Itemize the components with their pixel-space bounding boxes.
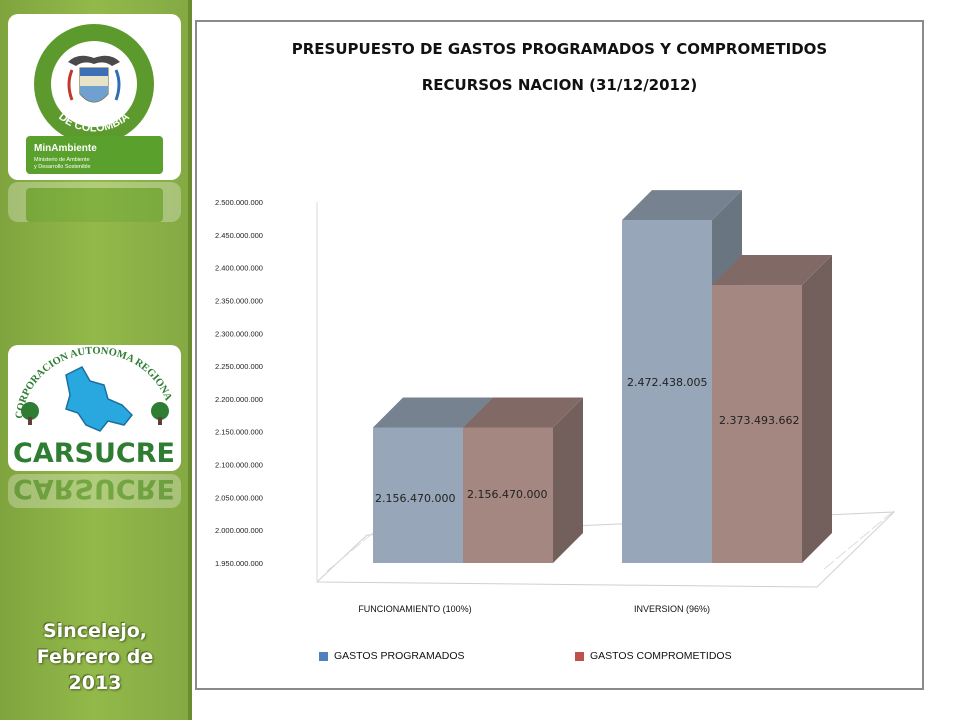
y-tick-label: 2.250.000.000 [215,362,263,371]
y-tick-label: 2.450.000.000 [215,231,263,240]
data-label: 2.373.493.662 [719,414,799,427]
bar [373,427,463,563]
y-tick-label: 2.100.000.000 [215,461,263,470]
data-label: 2.472.438.005 [627,376,707,389]
floor-tick [350,542,362,552]
y-tick-label: 2.200.000.000 [215,395,263,404]
minambiente-sub2: y Desarrollo Sostenible [34,164,91,170]
place-line-1: Sincelejo, [42,620,148,642]
bar [622,220,712,563]
floor-tick [326,562,338,572]
republica-de-colombia-logo: REPÚBLICA DE COLOMBIA MinAmbiente Minist… [8,14,181,180]
colombia-logo-reflection [8,182,181,222]
carsucre-name: CARSUCRE [13,438,175,469]
sidebar-edge [188,0,192,720]
bar [463,427,553,563]
minambiente-title: MinAmbiente [34,143,97,154]
floor-tick [338,552,350,562]
bar-side [553,397,583,563]
bar-top [622,190,742,221]
y-tick-label: 1.950.000.000 [215,559,263,568]
chart-subtitle: RECURSOS NACION (31/12/2012) [421,76,698,94]
legend-comprometidos-label: GASTOS COMPROMETIDOS [590,650,732,662]
place-date-text: Sincelejo, Febrero de 2013 [0,618,190,696]
floor-tick [847,540,859,550]
legend-programados: GASTOS PROGRAMADOS [319,650,465,662]
place-line-3: 2013 [68,672,122,694]
bar-top [463,397,583,428]
legend-programados-swatch [319,651,328,661]
bar [712,285,802,563]
carsucre-logo-reflection: CARSUCRE [8,474,181,508]
y-tick-label: 2.500.000.000 [215,198,263,207]
bar-top [712,255,832,286]
colombia-seal-icon: REPÚBLICA DE COLOMBIA MinAmbiente Minist… [26,14,163,174]
bar-side [802,255,832,563]
y-tick-label: 2.050.000.000 [215,493,263,502]
data-label: 2.156.470.000 [467,488,547,501]
legend-comprometidos-swatch [575,651,584,661]
data-label: 2.156.470.000 [375,492,455,505]
floor-tick [362,532,374,542]
minambiente-sub1: Ministerio de Ambiente [34,157,90,163]
bar-chart: 1.950.000.000 2.000.000.000 2.050.000.000 2… [215,190,896,614]
chart-title: PRESUPUESTO DE GASTOS PROGRAMADOS Y COMP… [291,40,828,58]
x-tick-label: FUNCIONAMIENTO (100%) [358,604,471,614]
floor-tick [871,520,883,530]
floor-tick [883,510,895,520]
floor-tick [823,560,835,570]
y-tick-label: 2.300.000.000 [215,329,263,338]
floor-tick [835,550,847,560]
y-tick-label: 2.150.000.000 [215,428,263,437]
carsucre-reflection-text: CARSUCRE [13,474,175,504]
carsucre-map-icon: CORPORACION AUTONOMA REGIONAL DE SUCRE C… [8,345,175,469]
legend-comprometidos: GASTOS COMPROMETIDOS [575,650,732,662]
chart-floor [315,511,896,588]
legend-programados-label: GASTOS PROGRAMADOS [334,650,465,662]
bar-top [373,397,493,428]
y-tick-label: 2.350.000.000 [215,296,263,305]
floor-tick [859,530,871,540]
place-line-2: Febrero de [36,646,154,668]
chart-frame: PRESUPUESTO DE GASTOS PROGRAMADOS Y COMP… [195,20,924,690]
y-tick-label: 2.400.000.000 [215,264,263,273]
sidebar: REPÚBLICA DE COLOMBIA MinAmbiente Minist… [0,0,192,720]
carsucre-logo: CORPORACION AUTONOMA REGIONAL DE SUCRE C… [8,345,181,471]
y-tick-label: 2.000.000.000 [215,526,263,535]
x-tick-label: INVERSION (96%) [634,604,710,614]
